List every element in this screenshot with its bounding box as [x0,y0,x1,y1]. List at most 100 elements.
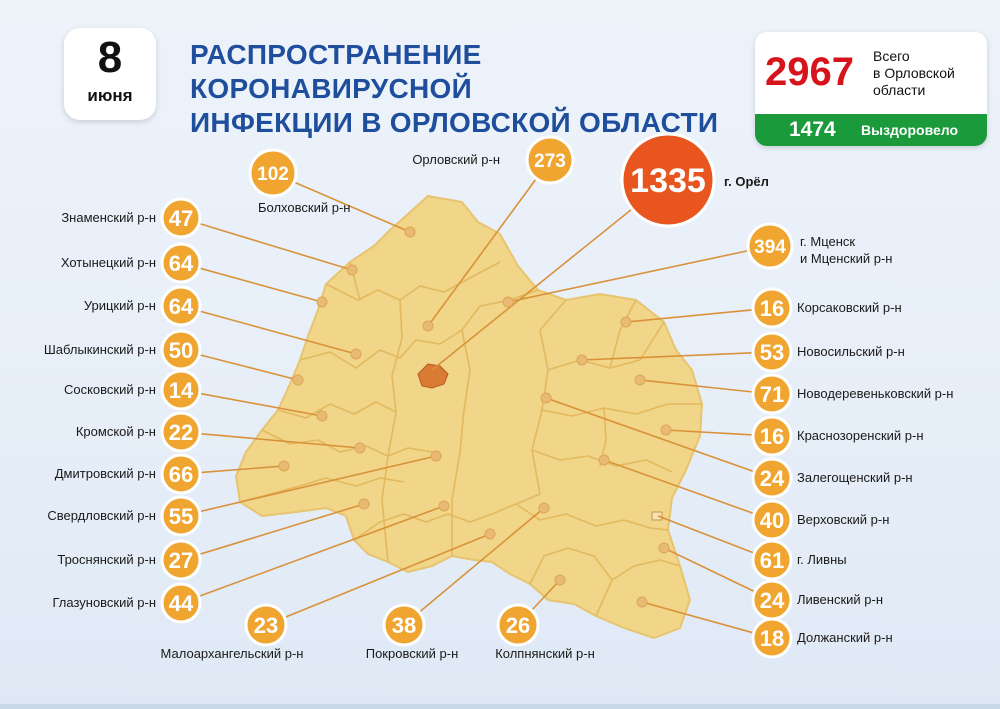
dot-krasnaya [660,424,672,436]
leader-uritsky [199,310,357,355]
leader-sosk [199,392,323,417]
total-label-line-3: области [873,82,926,98]
name-sverdlovsk: Свердловский р-н [47,508,156,523]
dot-novoderev [634,374,646,386]
title-line-1: РАСПРОСТРАНЕНИЕ КОРОНАВИРУСНОЙ [190,39,482,104]
value-korsakovo: 16 [760,296,784,321]
dot-sverdlovsk [430,450,442,462]
dot-dolzhansk [636,596,648,608]
leader-pokrovsk [418,507,545,613]
name-zaleg: Залегощенский р-н [797,470,913,485]
bubble-sosk [160,369,202,411]
name-bolkhov: Болховский р-н [258,200,350,215]
dot-glazunovka [438,500,450,512]
value-znamensky: 47 [169,206,193,231]
value-sverdlovsk: 55 [169,504,193,529]
leader-livny [663,547,756,593]
value-novoderev: 71 [760,382,784,407]
leader-orlovsky [427,178,538,327]
name-trosna: Троснянский р-н [57,552,156,567]
recovered-label: Выздоровело [861,122,959,138]
dot-maloarkh [484,528,496,540]
date-day: 8 [97,33,123,82]
bubble-kromy [160,411,202,453]
name-pokrovsk: Покровский р-н [366,646,459,661]
name-orlovsky: Орловский р-н [412,152,500,167]
value-dmitrovsk: 66 [169,462,193,487]
name-mtsensk-line-2: и Мценский р-н [800,251,892,266]
name-znamensky: Знаменский р-н [61,210,156,225]
leader-kromy [199,432,361,449]
dot-trosna [358,498,370,510]
district-bubbles: 102 273 1335 47 64 64 50 14 22 66 55 27 44 23 38 26 394 1… [160,132,794,659]
bubble-korsakovo [751,287,793,329]
value-kromy: 22 [169,420,193,445]
value-uritsky: 64 [169,294,194,319]
value-orel: 1335 [630,162,706,200]
dot-khotynets [316,296,328,308]
leader-maloarkh [284,533,491,619]
oblast-shape [234,194,704,640]
value-dolzhansk: 18 [760,626,784,651]
district-dots [278,226,672,608]
dot-korsakovo [620,316,632,328]
total-label-line-2: в Орловской [873,65,955,81]
dot-znamensky [346,264,358,276]
value-orlovsky: 273 [534,151,566,172]
bubble-novosil [751,331,793,373]
bubble-dolzhansk [751,617,793,659]
leader-lines [198,178,756,634]
name-livny: Ливенский р-н [797,592,883,607]
dot-verkhovye [598,454,610,466]
name-korsakovo: Корсаковский р-н [797,300,902,315]
district-borders [239,261,702,617]
total-value: 2967 [765,50,854,94]
dot-zaleg [540,392,552,404]
dot-uritsky [350,348,362,360]
dot-dmitrovsk [278,460,290,472]
leader-novosil [581,351,754,361]
bubble-trosna [160,539,202,581]
bubble-krasnaya [751,415,793,457]
dot-novosil [576,354,588,366]
name-maloarkh: Малоархангельский р-н [161,646,304,661]
value-verkhovye: 40 [760,508,784,533]
leader-novoderev [639,379,754,393]
value-kolpny: 26 [506,613,530,638]
leader-krasnaya [665,429,754,436]
leader-kolpny [531,579,561,611]
dot-mtsensk [502,296,514,308]
name-novoderev: Новодеревеньковский р-н [797,386,953,401]
total-card: 2967 Всего в Орловской области 1474 Вызд… [755,32,987,146]
total-label: Всего в Орловской области [873,48,983,99]
leader-zaleg [545,397,755,473]
leader-trosna [198,503,365,556]
leader-khotynets [199,267,323,303]
orel-city-shape [417,363,449,389]
name-kromy: Кромской р-н [76,424,156,439]
livny-city-shape [651,511,663,521]
bubble-kolpny [496,603,540,647]
title-line-2: ИНФЕКЦИИ В ОРЛОВСКОЙ ОБЛАСТИ [190,107,719,138]
value-trosna: 27 [169,548,193,573]
bubble-dmitrovsk [160,453,202,495]
bubble-pokrovsk [382,603,426,647]
dot-kolpny [554,574,566,586]
date-month: июня [87,86,133,105]
name-kolpny: Колпнянский р-н [495,646,595,661]
name-dolzhansk: Должанский р-н [797,630,893,645]
leader-orel [431,208,633,371]
bubble-maloarkh [244,603,288,647]
dot-livny [658,542,670,554]
dot-shablykino [292,374,304,386]
bubble-sverdlovsk [160,495,202,537]
bubble-bolkhov [248,148,298,198]
name-shablykino: Шаблыкинский р-н [44,342,156,357]
bubble-mtsensk [746,222,794,270]
recovered-value: 1474 [789,118,836,141]
bubble-orlovsky [525,135,575,185]
leader-sverdlovsk [199,455,437,513]
value-khotynets: 64 [169,251,194,276]
bubble-orel [620,132,716,228]
leader-glazunovka [198,505,445,598]
